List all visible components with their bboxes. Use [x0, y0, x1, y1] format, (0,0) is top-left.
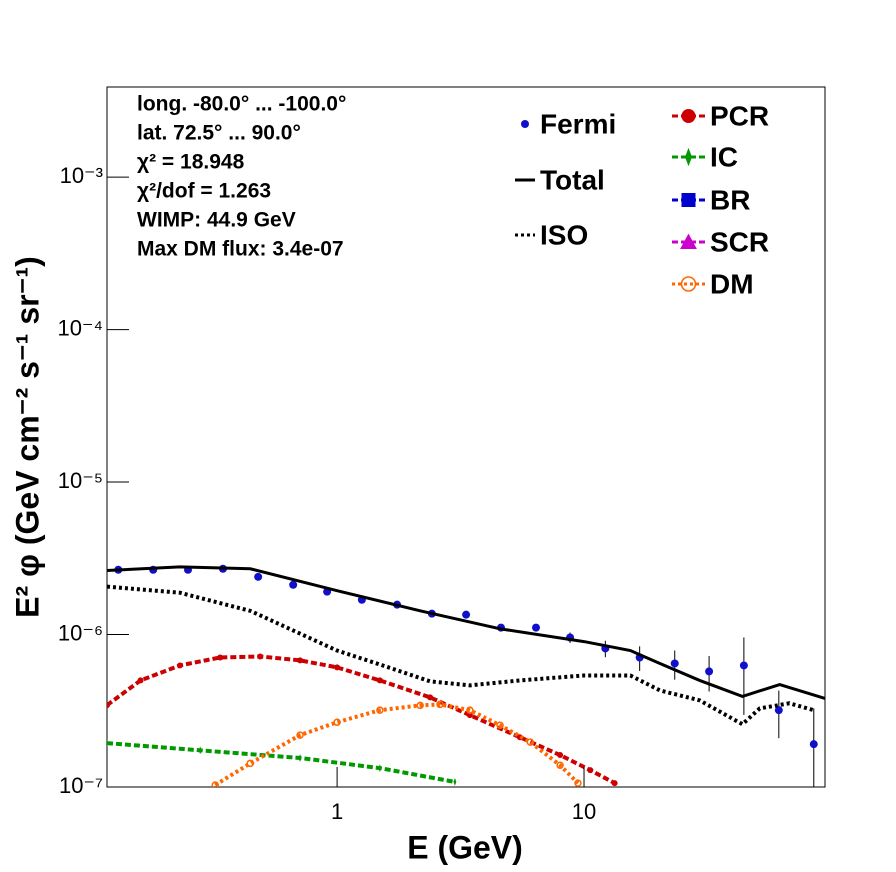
- marker: [557, 752, 564, 759]
- marker: [685, 147, 692, 167]
- legend-label: SCR: [710, 226, 769, 257]
- marker: [521, 120, 529, 128]
- y-tick-label: 10⁻⁵: [58, 468, 103, 493]
- marker: [107, 739, 109, 748]
- marker: [680, 233, 697, 249]
- y-tick-label: 10⁻⁴: [57, 315, 103, 340]
- marker: [289, 580, 298, 589]
- marker: [334, 664, 341, 671]
- marker: [416, 701, 424, 710]
- series-line: [107, 654, 616, 785]
- marker: [176, 662, 183, 669]
- marker: [587, 767, 594, 774]
- legend-label: DM: [710, 268, 754, 299]
- legend-label: BR: [710, 184, 750, 215]
- y-tick-label: 10⁻³: [60, 163, 103, 188]
- series-line: [107, 741, 456, 784]
- legend-label: PCR: [710, 100, 769, 131]
- annotation: long. -80.0° ... -100.0°: [137, 93, 346, 116]
- marker: [809, 740, 818, 749]
- marker: [296, 731, 304, 739]
- x-tick-label: 10: [572, 799, 596, 824]
- annotation: WIMP: 44.9 GeV: [137, 209, 296, 232]
- marker: [462, 610, 471, 619]
- marker: [217, 654, 224, 661]
- marker: [297, 657, 304, 664]
- marker: [670, 659, 679, 668]
- marker: [211, 781, 219, 787]
- marker: [107, 702, 110, 709]
- marker: [531, 623, 540, 632]
- legend-label: Fermi: [540, 108, 616, 139]
- marker: [198, 746, 202, 755]
- marker: [681, 109, 696, 123]
- legend-label: IC: [710, 141, 738, 172]
- marker: [705, 667, 714, 676]
- legend-label: ISO: [540, 219, 588, 250]
- marker: [739, 661, 748, 670]
- marker: [378, 764, 382, 773]
- marker: [680, 276, 697, 292]
- marker: [257, 653, 264, 660]
- y-tick-label: 10⁻⁷: [59, 773, 103, 798]
- legend-label: Total: [540, 164, 605, 195]
- marker: [376, 677, 383, 684]
- marker: [556, 761, 564, 769]
- marker: [333, 718, 341, 726]
- marker: [436, 700, 444, 709]
- marker: [453, 778, 457, 786]
- marker: [774, 706, 783, 715]
- plot-area: [107, 564, 825, 787]
- plot-frame: [106, 86, 826, 788]
- annotation: lat. 72.5° ... 90.0°: [137, 122, 301, 145]
- marker: [246, 759, 255, 768]
- series-line: [107, 584, 815, 727]
- annotation: χ²/dof = 1.263: [137, 180, 271, 203]
- marker: [427, 694, 434, 701]
- marker: [254, 572, 263, 581]
- marker: [681, 193, 696, 207]
- y-axis-label: E² φ (GeV cm⁻² s⁻¹ sr⁻¹): [9, 256, 45, 618]
- annotation: Max DM flux: 3.4e-07: [137, 238, 344, 261]
- marker: [526, 738, 535, 746]
- y-tick-label: 10⁻⁶: [58, 620, 103, 645]
- annotation: χ² = 18.948: [137, 151, 245, 174]
- marker: [137, 677, 144, 684]
- marker: [574, 779, 582, 787]
- marker: [496, 721, 504, 730]
- marker: [466, 706, 474, 714]
- marker: [298, 754, 302, 762]
- series-line: [107, 565, 825, 700]
- x-tick-label: 1: [331, 799, 343, 824]
- x-axis-label: E (GeV): [407, 829, 523, 865]
- marker: [376, 706, 384, 714]
- marker: [466, 712, 473, 719]
- marker: [611, 780, 618, 787]
